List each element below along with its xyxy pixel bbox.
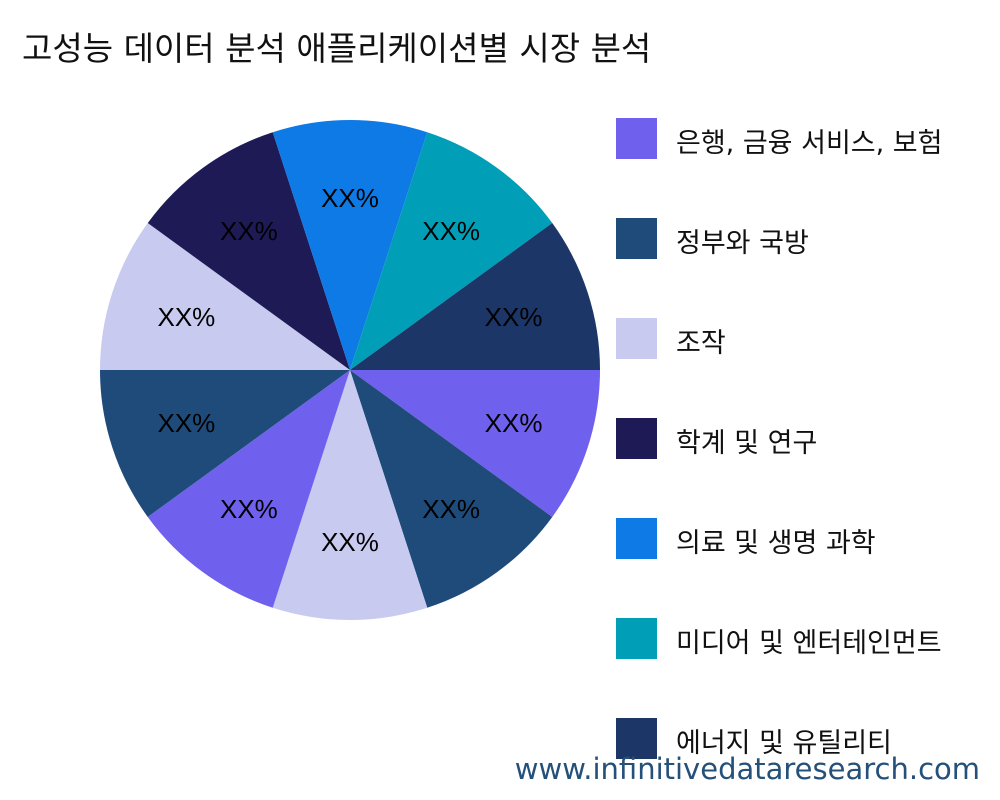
pie-slice-9 <box>350 132 553 370</box>
pie-slice-1 <box>350 370 600 517</box>
legend-swatch <box>616 318 657 359</box>
legend-swatch <box>616 518 657 559</box>
slice-data-label: XX% <box>422 494 480 524</box>
legend-label: 학계 및 연구 <box>676 428 818 459</box>
slice-data-label: XX% <box>321 183 379 213</box>
legend-swatch <box>616 218 657 259</box>
legend-label: 조작 <box>676 328 726 359</box>
legend-label: 미디어 및 엔터테인먼트 <box>676 628 942 659</box>
slice-data-label: XX% <box>485 408 543 438</box>
legend-label: 은행, 금융 서비스, 보험 <box>676 128 943 159</box>
slice-data-label: XX% <box>422 216 480 246</box>
slice-data-label: XX% <box>158 302 216 332</box>
slice-data-label: XX% <box>220 216 278 246</box>
pie-slice-5 <box>100 370 350 517</box>
slice-data-label: XX% <box>158 408 216 438</box>
watermark: www.infinitivedataresearch.com <box>514 752 980 786</box>
legend-swatch <box>616 618 657 659</box>
legend-swatch <box>616 118 657 159</box>
legend-label: 의료 및 생명 과학 <box>676 528 876 559</box>
pie-slice-3 <box>272 370 428 620</box>
pie-slice-10 <box>350 223 600 370</box>
pie-slice-6 <box>100 223 350 370</box>
slice-data-label: XX% <box>220 494 278 524</box>
legend-label: 에너지 및 유틸리티 <box>676 728 892 759</box>
pie-slice-2 <box>350 370 553 608</box>
slice-data-label: XX% <box>321 527 379 557</box>
pie-slice-4 <box>147 370 350 608</box>
legend-swatch <box>616 718 657 759</box>
pie-slice-8 <box>272 119 428 370</box>
legend-label: 정부와 국방 <box>676 228 809 259</box>
legend-swatch <box>616 418 657 459</box>
pie-slice-7 <box>147 132 350 370</box>
chart-title: 고성능 데이터 분석 애플리케이션별 시장 분석 <box>22 29 652 68</box>
slice-data-label: XX% <box>485 302 543 332</box>
